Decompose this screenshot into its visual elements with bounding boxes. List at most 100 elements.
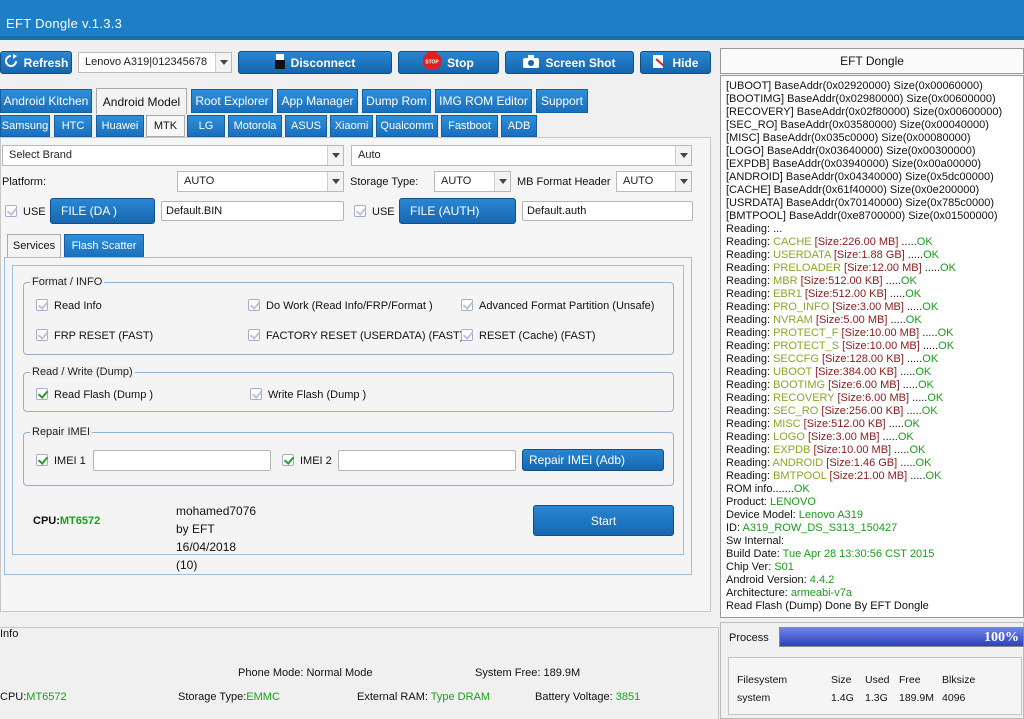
log-line: Product: LENOVO	[726, 496, 816, 508]
services-inner-frame	[12, 265, 684, 555]
start-button[interactable]: Start	[533, 505, 674, 536]
log-line: Android Version: 4.4.2	[726, 574, 835, 586]
mb-format-header-label: MB Format Header	[517, 176, 611, 188]
read-write-title: Read / Write (Dump)	[30, 366, 135, 378]
credits-by: by EFT	[176, 522, 215, 536]
info-storage: Storage Type:EMMC	[178, 691, 280, 703]
log-line: Read Flash (Dump) Done By EFT Dongle	[726, 600, 929, 612]
credits-date: 16/04/2018	[176, 540, 237, 554]
storage-type-select[interactable]: AUTO	[434, 171, 511, 192]
log-line: Reading: SEC_RO [Size:256.00 KB] .....OK	[726, 405, 938, 417]
tab-xiaomi[interactable]: Xiaomi	[330, 115, 373, 137]
use-da-checkbox[interactable]	[5, 205, 17, 217]
tab-motorola[interactable]: Motorola	[228, 115, 282, 137]
use-auth-checkbox[interactable]	[354, 205, 366, 217]
frp-reset-checkbox[interactable]	[36, 329, 48, 341]
svg-text:STOP: STOP	[425, 60, 439, 66]
da-file-field[interactable]: Default.BIN	[161, 201, 344, 221]
use-auth-label: USE	[372, 206, 395, 218]
log-line: Reading: NVRAM [Size:5.00 MB] .....OK	[726, 314, 922, 326]
imei1-checkbox[interactable]	[36, 454, 48, 466]
read-flash-checkbox[interactable]	[36, 388, 48, 400]
auth-file-field[interactable]: Default.auth	[522, 201, 693, 221]
tab-samsung[interactable]: Samsung	[0, 115, 50, 137]
log-line: [BMTPOOL] BaseAddr(0xe8700000) Size(0x01…	[726, 210, 998, 222]
info-cpu: CPU:MT6572	[0, 691, 67, 703]
tab-qualcomm[interactable]: Qualcomm	[376, 115, 438, 137]
progress-text: 100%	[984, 630, 1019, 645]
repair-imei-button[interactable]: Repair IMEI (Adb)	[522, 449, 664, 471]
repair-imei-group: Repair IMEI	[23, 426, 674, 486]
log-line: Reading: EXPDB [Size:10.00 MB] .....OK	[726, 444, 926, 456]
fs-col-free: Free	[899, 674, 921, 686]
tab-android-kitchen[interactable]: Android Kitchen	[0, 89, 92, 113]
tab-fastboot[interactable]: Fastboot	[441, 115, 498, 137]
imei1-field[interactable]	[93, 450, 271, 471]
model-select[interactable]: Auto	[351, 145, 692, 166]
tab-htc[interactable]: HTC	[54, 115, 92, 137]
title-bar: EFT Dongle v.1.3.3	[0, 0, 1024, 40]
tab-lg[interactable]: LG	[187, 115, 225, 137]
write-flash-checkbox[interactable]	[250, 388, 262, 400]
log-line: Reading: BMTPOOL [Size:21.00 MB] .....OK	[726, 470, 942, 482]
log-line: Reading: SECCFG [Size:128.00 KB] .....OK	[726, 353, 939, 365]
reset-cache-label: RESET (Cache) (FAST)	[479, 330, 596, 342]
credits-count: (10)	[176, 558, 198, 572]
log-line: [USRDATA] BaseAddr(0x70140000) Size(0x78…	[726, 197, 995, 209]
use-da-label: USE	[23, 206, 46, 218]
refresh-icon	[4, 54, 18, 71]
hide-icon	[652, 54, 666, 72]
tab-asus[interactable]: ASUS	[285, 115, 327, 137]
log-line: [EXPDB] BaseAddr(0x03940000) Size(0x00a0…	[726, 158, 981, 170]
tab-huawei[interactable]: Huawei	[96, 115, 144, 137]
disconnect-button[interactable]: Disconnect	[238, 51, 392, 74]
tab-services[interactable]: Services	[7, 234, 61, 258]
tab-flash-scatter[interactable]: Flash Scatter	[64, 234, 144, 258]
file-auth-button[interactable]: FILE (AUTH)	[399, 198, 516, 224]
cpu-label: CPU:MT6572	[33, 515, 101, 527]
info-battery: Battery Voltage: 3851	[535, 691, 641, 703]
imei2-checkbox[interactable]	[282, 454, 294, 466]
log-line: Build Date: Tue Apr 28 13:30:56 CST 2015	[726, 548, 935, 560]
log-line: Reading: UBOOT [Size:384.00 KB] .....OK	[726, 366, 932, 378]
platform-select[interactable]: AUTO	[177, 171, 344, 192]
log-output[interactable]: [UBOOT] BaseAddr(0x02920000) Size(0x0006…	[720, 75, 1024, 618]
fs-col-used: Used	[865, 674, 890, 686]
brand-select[interactable]: Select Brand	[2, 145, 344, 166]
screenshot-button[interactable]: Screen Shot	[505, 51, 634, 74]
imei2-field[interactable]	[338, 450, 516, 471]
stop-button[interactable]: STOP Stop	[398, 51, 499, 74]
tab-app-manager[interactable]: App Manager	[277, 89, 358, 113]
tab-android-model[interactable]: Android Model	[96, 88, 187, 114]
file-da-button[interactable]: FILE (DA )	[50, 198, 155, 224]
credits-author: mohamed7076	[176, 504, 257, 518]
reset-cache-checkbox[interactable]	[461, 329, 473, 341]
log-line: Sw Internal:	[726, 535, 785, 547]
log-line: ROM info.......OK	[726, 483, 810, 495]
hide-button[interactable]: Hide	[640, 51, 711, 74]
log-line: Reading: ...	[726, 223, 783, 235]
fs-col-size: Size	[831, 674, 852, 686]
right-panel-title: EFT Dongle	[720, 48, 1024, 74]
format-info-group: Format / INFO	[23, 276, 674, 355]
log-line: Reading: EBR1 [Size:512.00 KB] .....OK	[726, 288, 922, 300]
mb-format-header-select[interactable]: AUTO	[616, 171, 692, 192]
tab-root-explorer[interactable]: Root Explorer	[191, 89, 273, 113]
do-work-checkbox[interactable]	[248, 299, 260, 311]
advanced-format-checkbox[interactable]	[461, 299, 473, 311]
log-line: [CACHE] BaseAddr(0x61f40000) Size(0x0e20…	[726, 184, 980, 196]
tab-support[interactable]: Support	[536, 89, 588, 113]
factory-reset-checkbox[interactable]	[248, 329, 260, 341]
log-line: Architecture: armeabi-v7a	[726, 587, 852, 599]
tab-mtk[interactable]: MTK	[146, 115, 185, 137]
advanced-format-label: Advanced Format Partition (Unsafe)	[479, 300, 655, 312]
cpu-value: MT6572	[59, 515, 101, 527]
device-select[interactable]: Lenovo A319|012345678	[78, 52, 232, 73]
tab-dump-rom[interactable]: Dump Rom	[362, 89, 431, 113]
tab-adb[interactable]: ADB	[501, 115, 537, 137]
refresh-button[interactable]: Refresh	[0, 51, 72, 74]
read-info-checkbox[interactable]	[36, 299, 48, 311]
imei2-label: IMEI 2	[300, 455, 332, 467]
filesystem-table: Filesystem Size Used Free Blksize system…	[728, 657, 1022, 715]
tab-img-rom-editor[interactable]: IMG ROM Editor	[435, 89, 532, 113]
